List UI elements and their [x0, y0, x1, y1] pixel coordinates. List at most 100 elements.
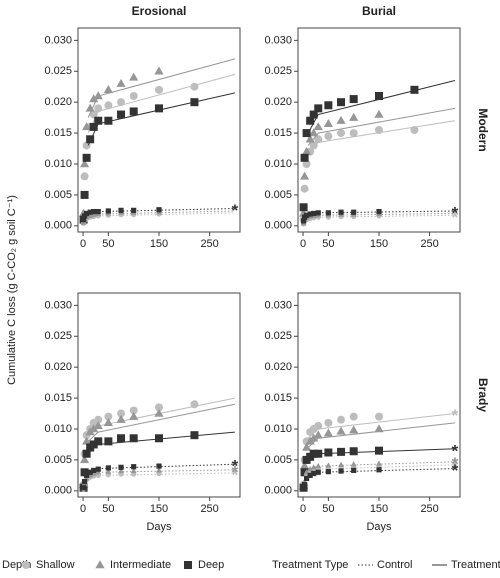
point: [305, 134, 315, 143]
point: [306, 116, 315, 125]
point: [80, 485, 87, 491]
y-tick-label: 0.010: [264, 158, 292, 170]
y-tick-label: 0.010: [264, 423, 292, 435]
point: [131, 207, 137, 213]
point: [337, 129, 346, 138]
point: [155, 104, 163, 113]
x-tick-label: 250: [420, 503, 438, 515]
y-tick-label: 0.030: [264, 34, 292, 46]
y-tick-label: 0.015: [264, 127, 292, 139]
y-tick-label: 0.020: [264, 96, 292, 108]
point: [325, 462, 332, 468]
panel-title: Erosional: [132, 4, 187, 18]
fit-line: [308, 468, 455, 476]
point: [129, 406, 138, 415]
point: [337, 415, 346, 424]
point: [410, 85, 419, 94]
legend-label: Intermediate: [110, 559, 171, 571]
point: [349, 425, 359, 434]
point: [311, 470, 317, 477]
point: [307, 211, 313, 217]
point: [89, 440, 98, 449]
fit-line: [88, 469, 235, 476]
point: [118, 207, 124, 213]
point: [311, 210, 317, 217]
point: [91, 209, 97, 215]
y-tick-label: 0.030: [44, 34, 72, 46]
x-tick-label: 250: [200, 503, 218, 515]
point: [118, 467, 125, 474]
legend-marker: [184, 561, 192, 569]
y-tick-label: 0.010: [44, 423, 72, 435]
point: [314, 104, 323, 113]
point: [375, 126, 383, 134]
point: [300, 486, 307, 492]
point: [156, 207, 162, 213]
point: [105, 208, 111, 214]
x-tick-label: 0: [80, 503, 86, 515]
point: [324, 448, 333, 457]
point: [351, 467, 357, 474]
point: [375, 446, 383, 455]
point: [323, 428, 333, 437]
point: [302, 160, 311, 168]
point: [117, 110, 126, 119]
point: [351, 209, 357, 215]
y-tick-label: 0.025: [44, 65, 72, 77]
y-tick-label: 0.000: [44, 220, 72, 232]
point: [374, 109, 384, 118]
end-asterisk: *: [452, 208, 459, 227]
y-tick-label: 0.025: [44, 330, 72, 342]
point: [315, 462, 322, 469]
row-label: Modern: [476, 108, 490, 151]
point: [314, 449, 323, 458]
x-axis-label: Days: [366, 521, 392, 533]
point: [84, 210, 90, 217]
end-asterisk: *: [232, 462, 239, 481]
point: [324, 101, 333, 110]
y-tick-label: 0.020: [44, 96, 72, 108]
y-tick-label: 0.030: [264, 299, 292, 311]
point: [95, 209, 101, 215]
point: [349, 129, 358, 138]
point: [314, 421, 323, 430]
point: [336, 426, 346, 435]
point: [190, 431, 199, 440]
point: [302, 146, 312, 155]
point: [300, 153, 309, 162]
point: [410, 126, 419, 134]
x-tick-label: 150: [150, 503, 168, 515]
point: [103, 85, 113, 94]
x-tick-label: 50: [322, 503, 334, 515]
point: [82, 436, 92, 445]
point: [117, 434, 126, 443]
y-tick-label: 0.000: [44, 485, 72, 497]
point: [323, 119, 333, 128]
point: [82, 122, 92, 131]
point: [375, 92, 383, 100]
x-tick-label: 0: [300, 238, 306, 250]
legend-label: Treatment: [451, 559, 500, 571]
point: [81, 478, 88, 485]
point: [130, 467, 137, 474]
point: [349, 412, 358, 421]
point: [84, 472, 90, 478]
point: [302, 129, 311, 138]
point: [337, 447, 346, 456]
point: [325, 210, 331, 216]
row-label: Brady: [476, 378, 490, 412]
point: [116, 414, 126, 423]
y-tick-label: 0.000: [264, 220, 292, 232]
point: [338, 209, 344, 215]
y-axis-label: Cumulative C loss (g C-CO₂ g soil C⁻¹): [6, 195, 18, 385]
y-tick-label: 0.015: [44, 392, 72, 404]
y-tick-label: 0.005: [264, 454, 292, 466]
point: [89, 122, 98, 131]
x-tick-label: 250: [420, 238, 438, 250]
point: [304, 212, 310, 218]
point: [300, 468, 309, 477]
point: [79, 455, 90, 464]
fit-line: [87, 403, 236, 442]
point: [129, 434, 138, 443]
y-tick-label: 0.015: [264, 392, 292, 404]
